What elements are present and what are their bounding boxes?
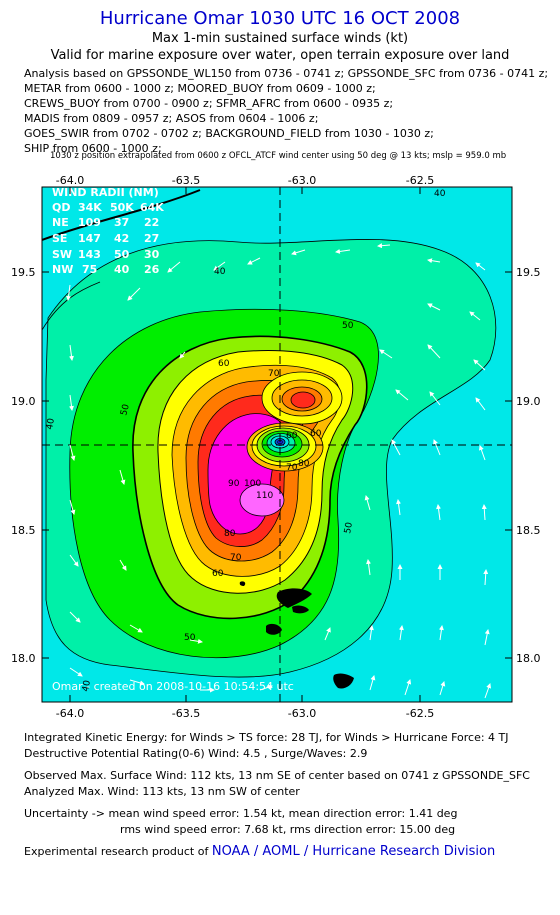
tick-marks <box>42 187 512 702</box>
wind-radii-cell: 27 <box>144 232 159 245</box>
wind-radii-cell: 75 <box>82 263 97 276</box>
wind-field-map: 40 40 40 40 50 50 50 50 60 60 60 70 70 8… <box>11 174 541 720</box>
subtitle-product: Max 1-min sustained surface winds (kt) <box>151 31 409 46</box>
contour-label: 40 <box>214 267 226 277</box>
contour-label: 40 <box>434 189 446 199</box>
wind-radii-header: 34K <box>78 201 102 214</box>
land-island <box>239 581 246 586</box>
contour-label: 110 <box>256 491 273 501</box>
contour-band-112 <box>239 483 285 517</box>
contour-label: 70 <box>230 553 242 563</box>
lat-tick-label-right: 19.5 <box>516 266 541 279</box>
extrapolation-note: 1030 z position extrapolated from 0600 z… <box>50 151 507 161</box>
contour-label: 90 <box>228 479 240 489</box>
plot-frame <box>41 186 513 703</box>
wind-radii-header: 64K <box>140 201 164 214</box>
contour-label: 80 <box>298 459 310 469</box>
contour-ne-100 <box>290 391 316 409</box>
contour-label: 50 <box>184 633 196 643</box>
lat-tick-label-right: 18.0 <box>516 652 541 665</box>
lon-tick-label-top: -63.5 <box>172 174 200 187</box>
contour-label: 100 <box>244 479 261 489</box>
wind-radii-header: QD <box>52 201 70 214</box>
lat-tick-label-left: 19.5 <box>11 266 36 279</box>
lon-tick-label-bottom: -63.5 <box>172 707 200 720</box>
wind-radii-title: WIND RADII (NM) <box>52 186 159 199</box>
contour-label: 60 <box>212 569 224 579</box>
wind-vectors <box>66 243 492 699</box>
lon-tick-label-top: -62.5 <box>406 174 434 187</box>
contour-label: 70 <box>268 369 280 379</box>
wind-radii-cell: 26 <box>144 263 160 276</box>
analysis-line: Analysis based on GPSSONDE_WL150 from 07… <box>24 67 549 80</box>
lon-tick-label-bottom: -62.5 <box>406 707 434 720</box>
contour-label: 50 <box>343 521 355 534</box>
wind-radii-cell: 42 <box>114 232 129 245</box>
wind-radii-cell: NE <box>52 216 69 229</box>
analysis-line: METAR from 0600 - 1000 z; MOORED_BUOY fr… <box>24 82 376 95</box>
map-credit: Omar - created on 2008-10-16 10:54:54 ut… <box>52 680 294 693</box>
contour-label: 80 <box>224 529 236 539</box>
uncertainty-mean-line: Uncertainty -> mean wind speed error: 1.… <box>24 807 458 820</box>
wind-radii-cell: 109 <box>78 216 101 229</box>
wind-radii-cell: 37 <box>114 216 129 229</box>
land-island <box>333 673 354 689</box>
uncertainty-rms-line: rms wind speed error: 7.68 kt, rms direc… <box>120 823 456 836</box>
wind-radii-cell: 30 <box>144 248 160 261</box>
analyzed-max-line: Analyzed Max. Wind: 113 kts, 13 nm SW of… <box>24 785 300 798</box>
lon-tick-label-top: -63.0 <box>288 174 316 187</box>
analysis-line: CREWS_BUOY from 0700 - 0900 z; SFMR_AFRC… <box>24 97 394 110</box>
lat-tick-label-left: 18.5 <box>11 524 36 537</box>
summary-footer: Integrated Kinetic Energy: for Winds > T… <box>24 730 530 860</box>
wind-radii-table: WIND RADII (NM) QD 34K 50K 64K NE 109 37… <box>52 186 164 276</box>
land-island <box>276 588 312 608</box>
lon-tick-label-top: -64.0 <box>56 174 84 187</box>
dpr-line: Destructive Potential Rating(0-6) Wind: … <box>24 747 368 760</box>
analysis-line: MADIS from 0809 - 0957 z; ASOS from 0604… <box>24 112 319 125</box>
land-island <box>266 623 282 635</box>
wind-radii-cell: 143 <box>78 248 101 261</box>
lat-tick-label-left: 19.0 <box>11 395 36 408</box>
contour-label: 50 <box>119 403 132 417</box>
contour-label: 40 <box>45 417 57 430</box>
credit-prefix: Experimental research product of <box>24 845 212 858</box>
page-title: Hurricane Omar 1030 UTC 16 OCT 2008 <box>99 8 461 29</box>
wind-radii-cell: 40 <box>114 263 130 276</box>
wind-radii-header: 50K <box>110 201 134 214</box>
hrd-link[interactable]: NOAA / AOML / Hurricane Research Divisio… <box>211 844 496 859</box>
lat-tick-label-right: 19.0 <box>516 395 541 408</box>
wind-radii-cell: NW <box>52 263 73 276</box>
land-island <box>292 605 309 614</box>
wind-radii-cell: SE <box>52 232 67 245</box>
contour-label: 50 <box>342 321 354 331</box>
wind-radii-cell: 22 <box>144 216 159 229</box>
wind-radii-cell: 50 <box>114 248 130 261</box>
contour-label: 60 <box>310 429 322 439</box>
lat-tick-label-right: 18.5 <box>516 524 541 537</box>
observed-max-line: Observed Max. Surface Wind: 112 kts, 13 … <box>24 769 530 782</box>
contour-label: 40 <box>81 679 93 692</box>
wind-radii-cell: SW <box>52 248 72 261</box>
wind-radii-cell: 147 <box>78 232 101 245</box>
credit-line: Experimental research product of NOAA / … <box>24 844 530 860</box>
ike-line: Integrated Kinetic Energy: for Winds > T… <box>24 731 509 744</box>
contour-line-30 <box>42 189 201 241</box>
subtitle-exposure: Valid for marine exposure over water, op… <box>50 48 510 63</box>
contour-label: 60 <box>286 431 298 441</box>
analysis-line: GOES_SWIR from 0702 - 0702 z; BACKGROUND… <box>24 127 434 140</box>
analysis-line: SHIP from 0600 - 1000 z; <box>24 142 162 155</box>
lat-tick-label-left: 18.0 <box>11 652 36 665</box>
lon-tick-label-bottom: -63.0 <box>288 707 316 720</box>
analysis-sources: Analysis based on GPSSONDE_WL150 from 07… <box>24 66 548 156</box>
lon-tick-label-bottom: -64.0 <box>56 707 84 720</box>
contour-label: 60 <box>218 359 230 369</box>
contour-label: 70 <box>286 463 298 473</box>
